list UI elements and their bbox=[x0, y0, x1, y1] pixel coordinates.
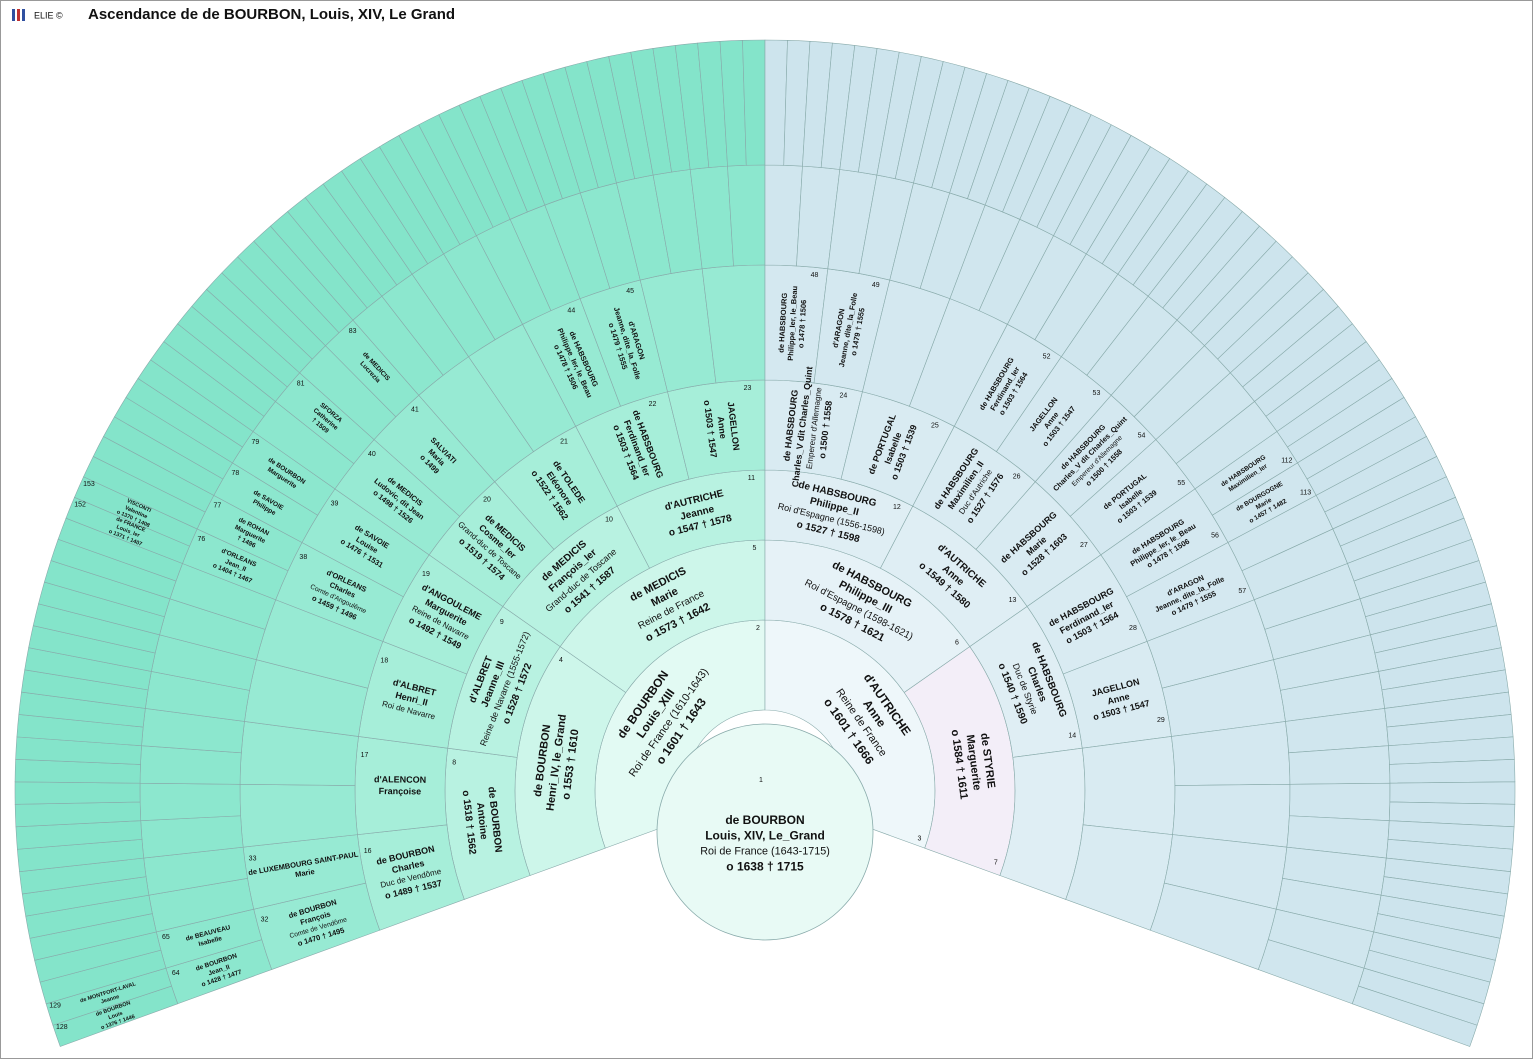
sosa-number: 49 bbox=[872, 282, 880, 289]
sosa-number: 113 bbox=[1300, 489, 1311, 496]
person-surname: de HABSBOURG bbox=[776, 292, 789, 353]
ancestor-cell bbox=[1289, 782, 1391, 821]
logo-text: ELIE © bbox=[34, 10, 63, 20]
sosa-number: 79 bbox=[251, 439, 259, 446]
sosa-number: 128 bbox=[56, 1024, 68, 1031]
sosa-number: 7 bbox=[994, 860, 998, 867]
person-dates: o 1638 † 1715 bbox=[726, 860, 804, 874]
sosa-number: 112 bbox=[1281, 458, 1292, 465]
person-given: Louis, XIV, Le_Grand bbox=[705, 828, 825, 842]
sosa-number: 78 bbox=[232, 470, 240, 477]
ancestor-cell bbox=[1389, 781, 1516, 805]
sosa-number: 56 bbox=[1211, 532, 1219, 539]
sosa-number: 25 bbox=[931, 423, 939, 430]
sosa-number: 11 bbox=[748, 475, 755, 482]
sosa-number: 8 bbox=[452, 760, 456, 767]
sosa-number: 3 bbox=[918, 836, 922, 843]
sosa-number: 23 bbox=[744, 385, 752, 392]
person-given: Louis bbox=[108, 1011, 124, 1021]
root-cell bbox=[656, 723, 874, 941]
sosa-number: 2 bbox=[756, 625, 760, 632]
sosa-number: 28 bbox=[1129, 625, 1137, 632]
person-given: Anne bbox=[716, 416, 729, 440]
sosa-number: 48 bbox=[811, 272, 819, 279]
sosa-number: 32 bbox=[261, 916, 269, 923]
sosa-number: 6 bbox=[955, 640, 959, 647]
person-surname: de BOURBON bbox=[725, 813, 804, 827]
sosa-number: 83 bbox=[349, 328, 357, 335]
person-surname: d'ALENCON bbox=[374, 774, 426, 785]
sosa-number: 17 bbox=[361, 752, 369, 759]
sosa-number: 44 bbox=[567, 307, 575, 314]
sosa-number: 39 bbox=[331, 501, 339, 508]
sosa-number: 38 bbox=[299, 554, 307, 561]
sosa-number: 153 bbox=[83, 481, 95, 488]
sosa-number: 26 bbox=[1013, 473, 1021, 480]
sosa-number: 54 bbox=[1138, 433, 1146, 440]
sosa-number: 10 bbox=[605, 517, 613, 524]
sosa-number: 152 bbox=[74, 501, 86, 508]
sosa-number: 41 bbox=[411, 406, 419, 413]
sosa-number: 33 bbox=[249, 855, 257, 862]
sosa-number: 53 bbox=[1093, 390, 1101, 397]
ancestor-cell bbox=[1351, 985, 1478, 1047]
ancestor-cell bbox=[1288, 745, 1391, 785]
ancestor-cell bbox=[1081, 736, 1176, 835]
ancestor-cell bbox=[742, 39, 766, 166]
rings bbox=[14, 39, 1516, 1047]
person-given: Antoine bbox=[474, 802, 489, 841]
sosa-number: 13 bbox=[1009, 597, 1017, 604]
person-given: Françoise bbox=[379, 786, 422, 796]
sosa-number: 27 bbox=[1080, 542, 1088, 549]
sosa-number: 52 bbox=[1043, 353, 1051, 360]
sosa-number: 20 bbox=[483, 496, 491, 503]
sosa-number: 12 bbox=[893, 504, 901, 511]
person-given: Jeanne bbox=[100, 994, 120, 1005]
sosa-number: 64 bbox=[172, 970, 180, 977]
sosa-number: 14 bbox=[1068, 733, 1076, 740]
sosa-number: 29 bbox=[1157, 717, 1165, 724]
person-title: Roi de France (1643-1715) bbox=[700, 846, 830, 858]
sosa-number: 9 bbox=[500, 619, 504, 626]
ancestor-cell bbox=[727, 164, 766, 267]
sosa-number: 24 bbox=[840, 393, 848, 400]
person-given: Marie bbox=[294, 867, 315, 879]
sosa-number: 129 bbox=[49, 1003, 61, 1010]
sosa-number: 55 bbox=[1177, 480, 1185, 487]
ancestor-cell bbox=[764, 164, 803, 267]
sosa-number: 1 bbox=[759, 777, 763, 784]
logo-icon bbox=[12, 9, 25, 21]
ancestor-cell bbox=[14, 781, 141, 805]
sosa-number: 16 bbox=[364, 848, 372, 855]
sosa-number: 4 bbox=[559, 657, 563, 664]
sosa-number: 19 bbox=[422, 571, 430, 578]
sosa-number: 18 bbox=[380, 658, 388, 665]
sosa-number: 77 bbox=[214, 503, 222, 510]
person-dates: o 1478 † 1506 bbox=[796, 299, 808, 348]
sosa-number: 81 bbox=[297, 381, 305, 388]
sosa-number: 45 bbox=[626, 288, 634, 295]
sosa-number: 21 bbox=[560, 439, 568, 446]
sosa-number: 5 bbox=[752, 545, 756, 552]
sosa-number: 65 bbox=[162, 934, 170, 941]
sosa-number: 76 bbox=[197, 536, 205, 543]
page-title: Ascendance de de BOURBON, Louis, XIV, Le… bbox=[88, 6, 455, 23]
ancestor-cell bbox=[139, 782, 241, 821]
sosa-number: 57 bbox=[1238, 588, 1246, 595]
sosa-number: 22 bbox=[649, 401, 657, 408]
sosa-number: 40 bbox=[368, 451, 376, 458]
